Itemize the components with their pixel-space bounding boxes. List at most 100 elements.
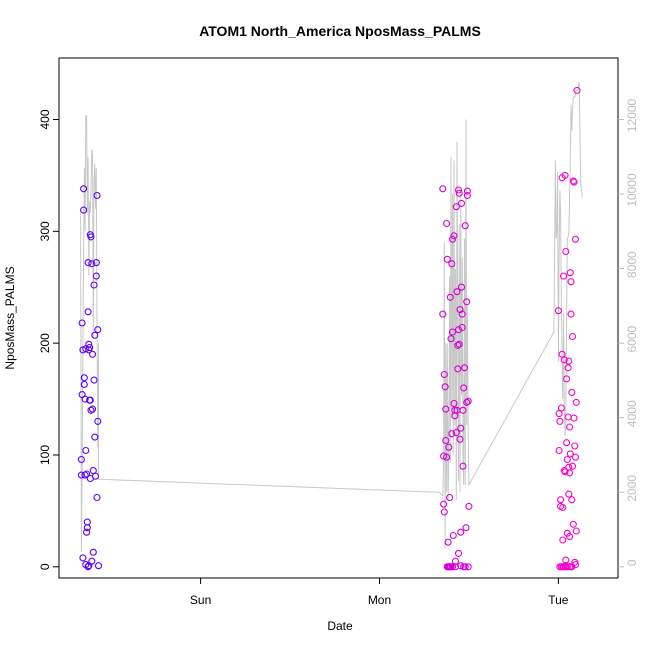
- plot-frame: [58, 57, 619, 579]
- data-point: [457, 562, 465, 570]
- data-point: [78, 319, 86, 327]
- data-point: [87, 233, 95, 241]
- data-point: [81, 395, 89, 403]
- data-point: [90, 281, 98, 289]
- data-point: [563, 455, 571, 464]
- data-point: [564, 364, 572, 372]
- data-point: [568, 332, 577, 341]
- data-point: [556, 563, 564, 571]
- data-point: [88, 405, 97, 413]
- x-tick-label: Tue: [548, 593, 569, 607]
- data-point: [463, 398, 471, 406]
- data-point: [454, 186, 463, 194]
- data-point: [453, 288, 461, 296]
- data-point: [441, 383, 449, 391]
- data-point: [80, 206, 88, 214]
- data-point: [442, 405, 450, 413]
- data-point: [568, 388, 576, 396]
- data-point: [439, 310, 447, 318]
- data-point: [454, 365, 462, 373]
- data-point: [79, 554, 87, 562]
- data-point: [568, 496, 576, 504]
- data-point: [572, 527, 580, 535]
- data-point: [566, 563, 574, 571]
- data-point: [446, 493, 454, 502]
- data-point: [93, 493, 101, 502]
- data-point: [84, 308, 92, 316]
- x-axis-label: Date: [327, 619, 353, 633]
- right-axis-line-series: [80, 82, 583, 552]
- data-point: [461, 222, 469, 230]
- data-point: [566, 533, 574, 541]
- data-point: [570, 414, 578, 422]
- data-point: [557, 496, 565, 504]
- data-point: [463, 191, 471, 200]
- data-point: [84, 259, 92, 267]
- data-point: [443, 219, 451, 228]
- data-point: [556, 417, 564, 425]
- data-point: [94, 562, 103, 570]
- data-point: [451, 406, 459, 414]
- data-point: [92, 259, 100, 267]
- data-point: [563, 563, 571, 571]
- y2-tick-label: 12000: [625, 98, 639, 132]
- data-point: [458, 323, 466, 332]
- data-point: [568, 462, 577, 470]
- data-point: [448, 563, 457, 571]
- data-point: [566, 423, 574, 431]
- x-tick-label: Sun: [190, 593, 211, 607]
- data-point: [572, 398, 580, 406]
- plot-area: 0100200300400020004000600080001000012000…: [38, 57, 639, 607]
- data-point: [571, 442, 579, 450]
- data-point: [88, 260, 96, 268]
- data-point: [565, 490, 573, 498]
- data-point: [457, 528, 465, 536]
- data-point: [457, 199, 466, 207]
- data-point: [464, 397, 472, 405]
- data-point: [82, 446, 90, 455]
- data-point: [448, 328, 457, 336]
- data-point: [563, 439, 571, 447]
- data-point: [454, 341, 462, 349]
- data-point: [567, 310, 575, 318]
- data-point: [87, 406, 95, 414]
- data-point: [459, 462, 467, 470]
- data-point: [569, 520, 577, 528]
- data-point: [448, 260, 456, 268]
- data-point: [442, 436, 450, 445]
- data-point: [93, 191, 101, 200]
- data-point: [439, 185, 447, 193]
- y-tick-label: 400: [38, 109, 52, 129]
- data-point: [561, 171, 569, 179]
- data-point: [94, 417, 102, 425]
- y-tick-label: 100: [38, 445, 52, 465]
- data-point: [440, 508, 448, 516]
- data-point: [456, 435, 464, 443]
- data-point: [83, 528, 91, 536]
- data-point: [450, 399, 458, 408]
- data-point: [455, 189, 463, 197]
- data-point: [463, 187, 471, 195]
- chart-title: ATOM1 North_America NposMass_PALMS: [199, 23, 481, 39]
- data-point: [85, 346, 93, 354]
- data-point: [557, 404, 565, 412]
- data-point: [566, 469, 574, 477]
- data-point: [559, 536, 567, 544]
- data-point: [462, 524, 470, 532]
- data-point: [565, 357, 573, 365]
- data-point: [454, 549, 463, 557]
- data-point: [446, 293, 454, 301]
- data-point: [573, 86, 581, 94]
- data-point: [559, 563, 567, 571]
- data-point: [91, 433, 99, 441]
- data-point: [447, 335, 455, 343]
- y-tick-label: 0: [38, 563, 52, 570]
- data-point: [457, 424, 465, 432]
- data-point: [571, 235, 580, 243]
- y2-tick-label: 6000: [625, 325, 639, 352]
- data-point: [451, 563, 460, 571]
- data-point: [88, 350, 97, 358]
- y2-tick-label: 10000: [625, 173, 639, 207]
- data-point: [88, 557, 96, 565]
